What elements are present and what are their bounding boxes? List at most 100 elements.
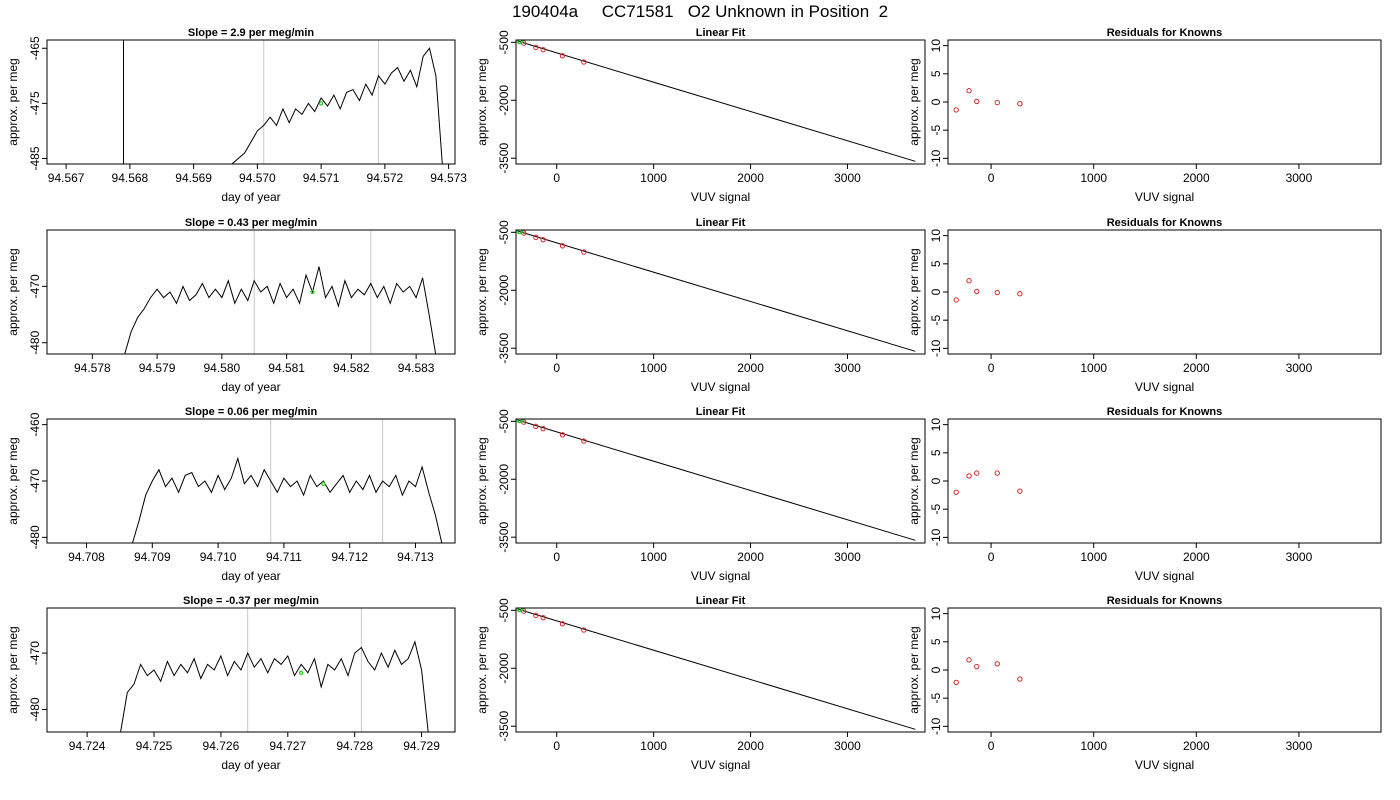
plot-area [516,230,916,352]
panel-1-1: Slope = 2.9 per meg/min 94.567 94.568 94.56… [6,27,467,204]
y-tick-label: 0 [929,288,943,295]
y-axis-label: approx. per meg [6,626,20,713]
x-tick-label: 0 [553,361,560,375]
x-tick-label: 0 [988,550,995,564]
residual-point [953,107,959,113]
x-tick-label: 0 [553,550,560,564]
panel-1-3: Residuals for Knowns 0 1000 2000 3000 -10 -5 0 5… [907,27,1382,204]
y-tick-label: -2000 [497,464,511,495]
plot-frame [515,229,926,355]
panel-2-3: Residuals for Knowns 0 1000 2000 3000 -10 -5 0 5… [907,217,1382,394]
x-tick-label: 1000 [1080,361,1107,375]
y-tick-label: -460 [28,412,42,436]
y-tick-label: -3500 [497,333,511,364]
residual-point [974,470,980,476]
known-point [581,59,587,65]
x-tick-label: 3000 [834,550,861,564]
known-point [540,614,546,621]
y-tick-label: -10 [929,339,943,357]
x-tick-label: 1000 [640,739,667,753]
fit-line [517,40,916,162]
plot-area [953,470,1023,495]
x-tick-label: 94.580 [204,361,241,375]
x-tick-label: 94.710 [200,550,237,564]
x-tick-label: 3000 [834,171,861,185]
y-tick-label: -500 [497,409,511,433]
panel-title: Residuals for Knowns [1107,27,1223,39]
x-tick-label: 94.583 [398,361,435,375]
signal-trace [132,456,443,543]
x-tick-label: 0 [553,739,560,753]
y-tick-label: 10 [929,229,943,243]
panel-4-2: Linear Fit 0 1000 2000 3000 -500 -2000 -3500 VUV… [475,595,926,772]
panel-3-1: Slope = 0.06 per meg/min 94.708 94.709 94.7… [6,406,456,583]
plot-frame [515,39,926,165]
y-tick-label: 0 [929,666,943,673]
plot-area [953,278,1023,303]
y-tick-label: 0 [929,98,943,105]
panel-title: Slope = 0.43 per meg/min [185,217,318,229]
residual-point [1017,100,1023,107]
x-tick-label: 1000 [1080,550,1107,564]
y-axis-label: approx. per meg [907,58,921,145]
x-tick-label: 94.728 [336,739,373,753]
plot-frame [46,418,456,544]
x-tick-label: 0 [988,361,995,375]
mean-point [318,101,324,106]
y-tick-label: -5 [929,125,943,136]
panel-title: Residuals for Knowns [1107,595,1223,607]
x-tick-label: 2000 [1183,739,1210,753]
unknown-point [517,419,524,424]
x-tick-label: 94.573 [430,171,467,185]
y-tick-label: -480 [28,330,42,354]
panel-title: Linear Fit [696,595,746,607]
y-axis-label: approx. per meg [475,58,489,145]
y-tick-label: -10 [929,528,943,546]
x-tick-label: 1000 [640,171,667,185]
panel-title: Linear Fit [696,406,746,418]
residual-point [994,289,1000,296]
y-axis-label: approx. per meg [475,248,489,335]
plot-frame [515,418,926,544]
y-tick-label: 0 [929,477,943,484]
signal-trace [231,47,443,164]
x-tick-label: 2000 [737,361,764,375]
mean-point [310,289,315,295]
x-tick-label: 2000 [737,550,764,564]
x-tick-label: 94.567 [48,171,85,185]
y-tick-label: -500 [497,598,511,622]
residual-point [974,288,980,295]
x-axis-label: VUV signal [691,190,750,204]
residual-point [953,297,959,303]
known-point [540,236,546,243]
plot-area [516,40,916,162]
y-tick-label: -470 [28,274,42,298]
panel-title: Linear Fit [696,27,746,39]
mean-point [298,670,304,676]
y-tick-label: -3500 [497,143,511,174]
x-tick-label: 3000 [1286,361,1313,375]
y-tick-label: -2000 [497,653,511,684]
plot-frame [515,607,926,733]
known-point [559,243,566,249]
unknown-point [517,230,524,235]
x-tick-label: 1000 [1080,171,1107,185]
x-tick-label: 94.568 [112,171,149,185]
known-point [533,234,539,241]
x-tick-label: 94.572 [367,171,404,185]
y-tick-label: -3500 [497,522,511,553]
known-point [559,621,566,627]
y-tick-label: -3500 [497,711,511,742]
plot-frame [947,229,1382,355]
plot-frame [947,39,1382,165]
x-tick-label: 94.579 [139,361,176,375]
x-tick-label: 94.724 [69,739,106,753]
known-point [581,249,587,255]
fit-line [517,419,916,541]
y-tick-label: 5 [929,70,943,77]
residual-point [953,489,959,495]
y-tick-label: -2000 [497,85,511,116]
unknown-point [517,608,524,613]
panel-title: Slope = 2.9 per meg/min [188,27,315,39]
